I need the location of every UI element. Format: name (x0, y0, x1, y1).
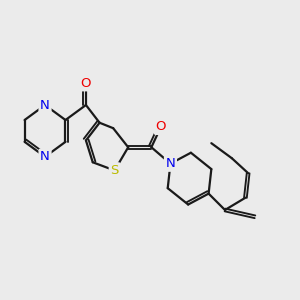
Text: S: S (110, 164, 119, 177)
Text: N: N (166, 157, 175, 170)
Text: O: O (156, 120, 166, 133)
Text: N: N (40, 98, 50, 112)
Text: O: O (81, 77, 91, 90)
Text: N: N (40, 150, 50, 163)
